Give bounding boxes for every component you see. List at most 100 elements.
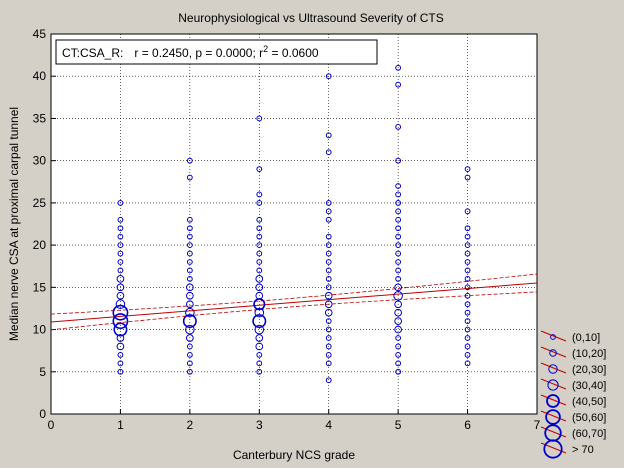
regression-fit <box>50 273 538 331</box>
data-point <box>186 233 193 240</box>
data-point <box>325 250 332 257</box>
regression-line <box>50 282 538 323</box>
data-point <box>324 308 333 317</box>
data-point <box>464 360 471 367</box>
data-point <box>186 267 193 274</box>
data-point <box>186 291 194 300</box>
data-point <box>112 313 129 330</box>
data-point <box>395 123 402 130</box>
plot-area <box>50 33 538 415</box>
legend-label: (10,20] <box>572 348 606 360</box>
data-point <box>254 307 265 318</box>
data-point <box>256 233 263 240</box>
data-point <box>464 335 471 341</box>
data-point <box>186 334 194 342</box>
data-point <box>325 132 332 139</box>
legend-bubble <box>545 409 561 425</box>
data-point <box>395 259 402 265</box>
legend-line <box>540 346 567 358</box>
x-tick-label: 3 <box>256 418 263 432</box>
data-point <box>325 233 332 240</box>
data-point <box>116 283 125 292</box>
data-point <box>256 250 263 257</box>
data-point <box>185 324 195 335</box>
data-point <box>464 275 471 282</box>
data-point <box>255 275 264 283</box>
data-point <box>255 283 264 292</box>
data-point <box>256 199 263 206</box>
data-point <box>464 284 471 291</box>
data-point <box>394 283 402 292</box>
data-point <box>186 250 193 257</box>
legend-label: (40,50] <box>572 396 606 408</box>
data-point <box>117 199 124 206</box>
data-point <box>256 166 263 173</box>
data-point <box>325 242 332 249</box>
data-point <box>117 225 124 232</box>
data-point <box>394 300 402 309</box>
data-point <box>256 368 263 375</box>
data-point <box>325 275 332 282</box>
data-point <box>464 292 471 299</box>
data-point <box>395 225 402 232</box>
legend-label: (60,70] <box>572 428 606 440</box>
data-point <box>395 157 402 164</box>
x-tick-label: 4 <box>325 418 332 432</box>
data-point <box>395 191 402 198</box>
stats-box <box>55 39 378 65</box>
data-point <box>256 351 263 358</box>
legend-line <box>540 394 567 406</box>
data-point <box>394 317 402 325</box>
data-point <box>395 368 402 375</box>
data-point <box>464 267 471 274</box>
data-point <box>186 283 194 292</box>
data-point <box>186 351 193 358</box>
data-point <box>464 233 471 240</box>
data-point <box>325 208 332 215</box>
y-tick-label: 45 <box>33 27 47 41</box>
x-tick-label: 5 <box>395 418 402 432</box>
data-point <box>325 284 332 291</box>
stats-r: r = 0.2450 <box>134 46 189 60</box>
data-point <box>117 242 124 249</box>
x-tick-label: 7 <box>534 418 541 432</box>
data-point <box>325 259 332 265</box>
y-tick-label: 30 <box>33 154 47 168</box>
y-tick-label: 25 <box>33 196 47 210</box>
data-point <box>394 308 402 317</box>
legend-bubble <box>549 349 557 357</box>
data-point <box>394 325 402 334</box>
data-point <box>112 304 129 321</box>
stats-r2-sup: 2 <box>263 44 268 54</box>
data-point <box>325 335 332 341</box>
data-point <box>256 191 263 198</box>
data-point <box>464 318 471 325</box>
stats-sep-2: ; <box>252 46 259 60</box>
data-point <box>117 259 124 265</box>
y-tick-label: 10 <box>33 323 47 337</box>
confidence-lower <box>50 291 538 331</box>
data-point <box>186 368 193 375</box>
data-point <box>395 199 402 206</box>
legend-bubble <box>546 394 560 408</box>
data-point <box>395 64 402 71</box>
data-point <box>464 174 471 181</box>
data-point <box>254 324 265 335</box>
data-point <box>117 351 124 358</box>
data-point <box>186 216 193 223</box>
data-point <box>325 318 332 325</box>
data-point <box>464 351 471 358</box>
y-axis-label: Median nerve CSA at proximal carpal tunn… <box>7 107 21 341</box>
data-point <box>256 242 263 249</box>
data-point <box>256 360 263 367</box>
data-point <box>325 267 332 274</box>
y-tick-label: 20 <box>33 238 47 252</box>
data-point <box>395 242 402 249</box>
data-point <box>116 275 125 283</box>
data-point <box>182 314 197 329</box>
data-point <box>325 149 332 156</box>
stats-label: CT:CSA_R: <box>62 46 123 60</box>
x-tick-label: 1 <box>117 418 124 432</box>
data-point <box>325 199 332 206</box>
